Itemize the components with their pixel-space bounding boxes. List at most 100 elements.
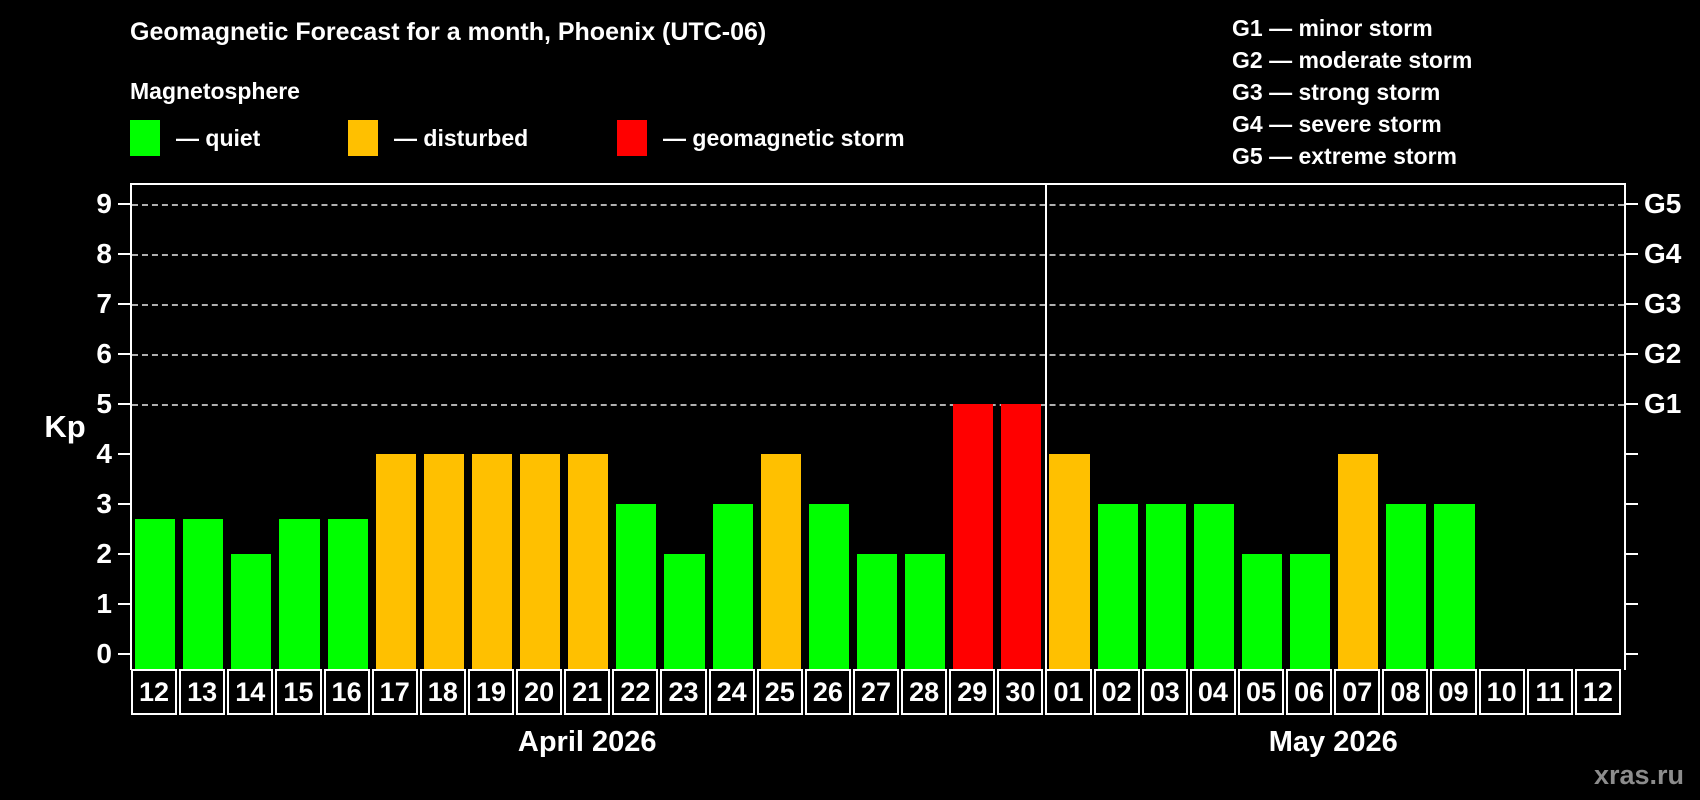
day-label-box: 28 [901,669,948,715]
kp-bar [135,519,176,670]
kp-bar [808,504,849,670]
storm-color-swatch [617,120,647,156]
plot-area [130,183,1626,670]
y-axis-tick-right [1626,353,1638,355]
legend-item-quiet: — quiet [130,119,260,157]
month-divider [1045,185,1048,670]
kp-bar [183,519,224,670]
day-label-box: 13 [179,669,226,715]
kp-bar [423,454,464,670]
day-label-box: 07 [1334,669,1381,715]
y-axis-tick-left [118,403,130,405]
y-axis-tick-label: 7 [96,288,112,319]
kp-bar [1001,404,1042,670]
g-scale-legend: G1 — minor storm G2 — moderate storm G3 … [1232,12,1472,172]
kp-bar [1049,454,1090,670]
y-axis-tick-label: 9 [96,188,112,219]
day-label-box: 09 [1430,669,1477,715]
day-label-box: 23 [660,669,707,715]
kp-bar [616,504,657,670]
day-label-box: 21 [564,669,611,715]
page-title: Geomagnetic Forecast for a month, Phoeni… [130,18,767,46]
y-axis-tick-label: 6 [96,338,112,369]
month-label: May 2026 [1268,726,1398,758]
y-axis-tick-right [1626,303,1638,305]
g-axis-tick-label: G2 [1644,338,1682,369]
y-axis-tick-label: 0 [96,638,112,669]
y-axis-tick-left [118,503,130,505]
y-axis-tick-label: 8 [96,238,112,269]
kp-bar [712,504,753,670]
day-label-box: 20 [516,669,563,715]
day-label-box: 10 [1478,669,1525,715]
day-label-box: 19 [467,669,515,715]
y-axis-tick-right [1626,253,1638,255]
day-label-box: 24 [708,669,755,715]
kp-bar [327,519,368,670]
g-axis-tick-label: G3 [1644,288,1682,319]
y-axis-tick-right [1626,453,1638,455]
day-label-box: 05 [1237,669,1285,715]
g1-legend-line: G1 — minor storm [1232,15,1433,41]
y-axis-tick-right [1626,503,1638,505]
kp-bar [1290,554,1331,670]
day-label-box: 11 [1526,669,1573,715]
kp-bar [1338,454,1379,670]
y-axis-tick-right [1626,553,1638,555]
y-axis-tick-left [118,553,130,555]
g-axis-tick-label: G4 [1644,238,1682,269]
day-label-box: 18 [419,669,466,715]
legend-item-label: — disturbed [394,124,529,151]
y-axis-tick-right [1626,653,1638,655]
y-axis-tick-label: 3 [96,488,112,519]
kp-bar [568,454,609,670]
y-axis-tick-left [118,453,130,455]
y-axis-tick-left [118,253,130,255]
kp-bar [1193,504,1234,670]
gridline-kp6 [132,354,1624,356]
gridline-kp9 [132,204,1624,206]
day-label-box: 08 [1382,669,1429,715]
y-axis-tick-left [118,203,130,205]
gridline-kp7 [132,304,1624,306]
y-axis-title: Kp [44,409,86,444]
kp-bar [664,554,705,670]
g-axis-tick-label: G5 [1644,188,1682,219]
legend-item-label: — geomagnetic storm [663,124,905,151]
kp-bar [279,519,320,670]
g4-legend-line: G4 — severe storm [1232,111,1442,137]
day-label-box: 01 [1045,669,1092,715]
day-label-box: 15 [275,669,322,715]
legend-item-storm: — geomagnetic storm [617,119,905,157]
y-axis-tick-right [1626,403,1638,405]
day-label-box: 30 [997,669,1044,715]
gridline-kp5 [132,404,1624,406]
kp-bar [1386,504,1427,670]
kp-bar [760,454,801,670]
kp-bar [520,454,561,670]
y-axis-tick-label: 5 [96,388,112,419]
y-axis-tick-left [118,303,130,305]
day-label-box: 26 [804,669,851,715]
legend-item-disturbed: — disturbed [348,119,528,157]
y-axis-tick-label: 2 [96,538,112,569]
kp-bar [231,554,272,670]
y-axis-tick-right [1626,203,1638,205]
day-label-box: 25 [756,669,803,715]
kp-bar [1434,504,1475,670]
day-label-box: 27 [852,669,900,715]
g2-legend-line: G2 — moderate storm [1232,47,1473,73]
kp-bar [856,554,898,670]
month-label: April 2026 [517,726,657,758]
y-axis-tick-label: 1 [96,588,112,619]
day-label-box: 12 [131,669,178,715]
watermark: xras.ru [1593,760,1684,790]
kp-bar [1241,554,1283,670]
day-label-box: 02 [1093,669,1140,715]
y-axis-tick-right [1626,603,1638,605]
day-label-box: 06 [1286,669,1333,715]
kp-bar [953,404,994,670]
y-axis-tick-left [118,353,130,355]
g5-legend-line: G5 — extreme storm [1232,143,1457,169]
